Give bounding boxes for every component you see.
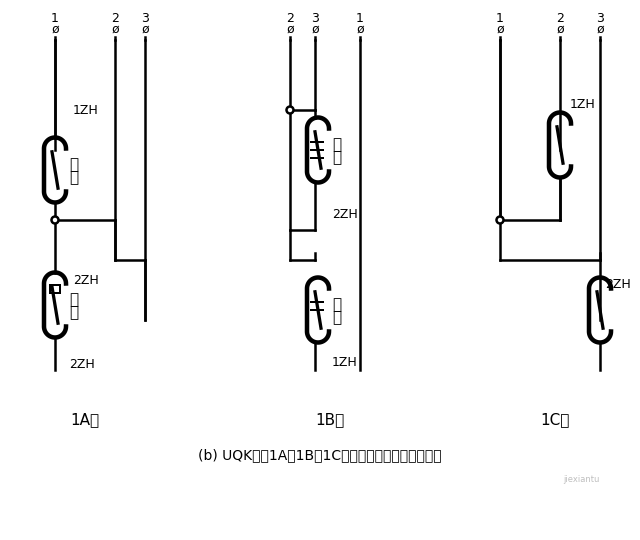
Text: 3: 3 [311,12,319,25]
Text: 1: 1 [356,12,364,25]
Text: 2: 2 [556,12,564,25]
Text: (b) UQK型（1A、1B、1C）浮球液位变送器触点形式: (b) UQK型（1A、1B、1C）浮球液位变送器触点形式 [198,448,442,462]
Text: 停: 停 [69,293,78,307]
Text: 2: 2 [111,12,119,25]
Text: 1ZH: 1ZH [73,104,99,117]
Text: 2: 2 [286,12,294,25]
Text: 1C型: 1C型 [540,413,570,428]
Text: 1ZH: 1ZH [570,98,596,111]
Text: ø: ø [141,23,149,36]
Text: ø: ø [51,23,59,36]
Text: ø: ø [356,23,364,36]
Text: ø: ø [311,23,319,36]
Text: 2ZH: 2ZH [605,279,631,292]
Text: 泵: 泵 [332,151,341,165]
Text: 3: 3 [596,12,604,25]
Circle shape [51,217,58,224]
Text: 1ZH: 1ZH [332,355,358,368]
Text: 1B型: 1B型 [316,413,344,428]
Text: 1A型: 1A型 [70,413,100,428]
Text: 2ZH: 2ZH [332,208,358,221]
Text: 泵: 泵 [332,310,341,326]
Text: 3: 3 [141,12,149,25]
Text: 开: 开 [69,158,78,172]
Text: 停: 停 [332,138,341,152]
Text: 1: 1 [496,12,504,25]
Text: 1: 1 [51,12,59,25]
Text: ø: ø [496,23,504,36]
Text: ø: ø [596,23,604,36]
Circle shape [497,217,504,224]
Text: 开: 开 [332,298,341,313]
Text: 泵: 泵 [69,171,78,186]
Text: 2ZH: 2ZH [69,359,95,372]
Text: jiexiantu: jiexiantu [564,476,600,484]
Text: 2ZH: 2ZH [73,273,99,287]
Text: 泵: 泵 [69,306,78,321]
Text: ø: ø [111,23,119,36]
Text: ø: ø [286,23,294,36]
Circle shape [287,106,294,113]
Text: ø: ø [556,23,564,36]
